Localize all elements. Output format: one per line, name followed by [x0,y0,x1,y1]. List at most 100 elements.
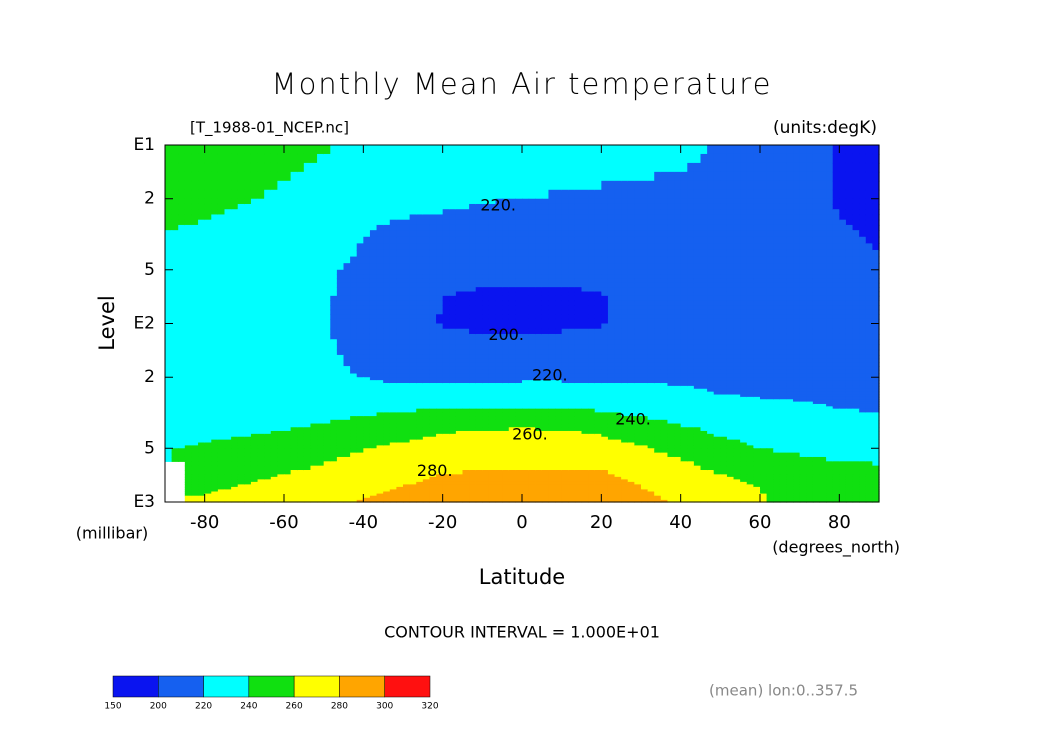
field-cell [290,380,298,384]
field-cell [257,274,265,280]
field-cell [621,354,629,360]
field-cell [231,333,239,340]
field-cell [581,295,589,302]
field-cell [845,373,854,378]
field-cell [726,171,735,182]
field-cell [416,145,424,155]
field-cell [237,282,245,288]
field-cell [726,269,735,275]
field-cell [237,214,245,221]
field-cell [588,358,596,363]
field-cell [634,366,642,371]
field-cell [779,162,788,173]
field-cell [535,309,543,315]
field-cell [746,153,754,164]
field-cell [634,203,642,210]
field-cell [475,380,483,384]
field-cell [211,256,219,264]
field-cell [660,269,669,275]
field-cell [707,243,715,251]
field-cell [502,295,510,302]
field-cell [693,323,702,330]
field-cell [832,256,840,264]
field-cell [667,383,675,387]
field-cell [475,291,483,297]
field-cell [779,274,788,280]
field-cell [786,219,794,226]
field-cell [733,219,741,226]
field-cell [720,171,728,182]
field-cell [297,282,305,288]
field-cell [865,249,873,258]
field-cell [826,224,834,231]
field-cell [224,180,232,191]
field-cell [812,291,821,297]
field-cell [647,171,655,182]
field-cell [284,236,292,244]
field-cell [290,314,298,320]
field-cell [198,219,206,226]
field-cell [555,358,563,363]
field-cell [475,282,483,288]
field-cell [482,354,490,360]
field-cell [680,354,688,360]
field-cell [740,171,748,182]
field-cell [561,309,569,315]
field-cell [707,274,715,280]
field-cell [581,305,589,311]
field-cell [403,369,411,375]
field-cell [317,333,325,340]
field-cell [806,278,814,284]
field-cell [323,339,331,346]
field-cell [812,203,821,210]
field-cell [594,278,602,284]
field-cell [561,380,569,384]
field-cell [350,318,358,325]
field-cell [555,236,563,244]
field-cell [621,314,629,320]
field-cell [641,314,649,320]
field-cell [799,369,807,375]
field-cell [284,224,292,231]
field-cell [303,349,312,356]
field-cell [865,369,873,375]
field-cell [270,358,278,363]
field-cell [733,287,741,293]
field-cell [403,344,411,351]
field-cell [574,295,583,302]
field-cell [607,377,616,381]
field-cell [482,323,490,330]
field-cell [872,362,880,367]
field-cell [244,305,252,311]
field-cell [198,333,206,340]
field-cell [687,224,695,231]
field-cell [541,349,550,356]
field-cell [350,291,358,297]
field-cell [330,373,338,378]
field-cell [389,339,397,346]
field-cell [211,373,219,378]
field-cell [793,236,801,244]
field-cell [264,314,272,320]
field-cell [845,224,854,231]
field-cell [244,354,252,360]
field-cell [535,318,543,325]
field-cell [383,274,391,280]
field-cell [270,333,278,340]
field-cell [383,369,391,375]
field-cell [535,358,543,363]
field-cell [323,209,331,216]
field-cell [303,380,312,384]
field-cell [819,309,827,315]
field-cell [198,349,206,356]
field-cell [204,219,212,226]
field-cell [601,263,609,271]
field-cell [674,328,682,335]
field-cell [607,385,616,390]
field-cell [317,256,325,264]
field-cell [522,344,530,351]
field-cell [746,224,754,231]
field-cell [211,243,219,251]
field-cell [627,369,635,375]
field-cell [713,358,721,363]
